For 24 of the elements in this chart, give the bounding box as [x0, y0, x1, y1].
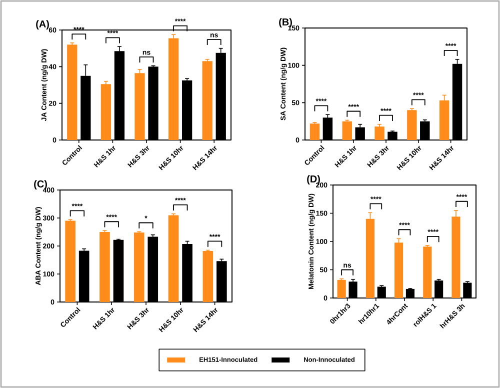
bar	[202, 251, 214, 302]
bar	[366, 218, 374, 298]
bar	[407, 110, 417, 140]
bar	[168, 38, 179, 140]
bar	[374, 126, 384, 140]
bar	[423, 246, 432, 298]
chart-title: (D)	[307, 175, 320, 184]
chart-title: (B)	[279, 18, 292, 28]
bar	[342, 121, 352, 140]
bar	[439, 100, 450, 140]
bar	[65, 220, 76, 302]
bar	[337, 280, 346, 298]
chart-title: (A)	[36, 20, 49, 30]
bar	[202, 61, 212, 140]
bar	[67, 44, 78, 140]
bar	[134, 232, 144, 302]
bar	[310, 124, 320, 140]
bar	[168, 215, 179, 302]
bar	[394, 242, 404, 298]
bar	[100, 232, 110, 302]
bar	[452, 216, 460, 298]
chart-title: (C)	[34, 180, 47, 190]
bar	[134, 73, 145, 140]
bar	[100, 84, 112, 140]
